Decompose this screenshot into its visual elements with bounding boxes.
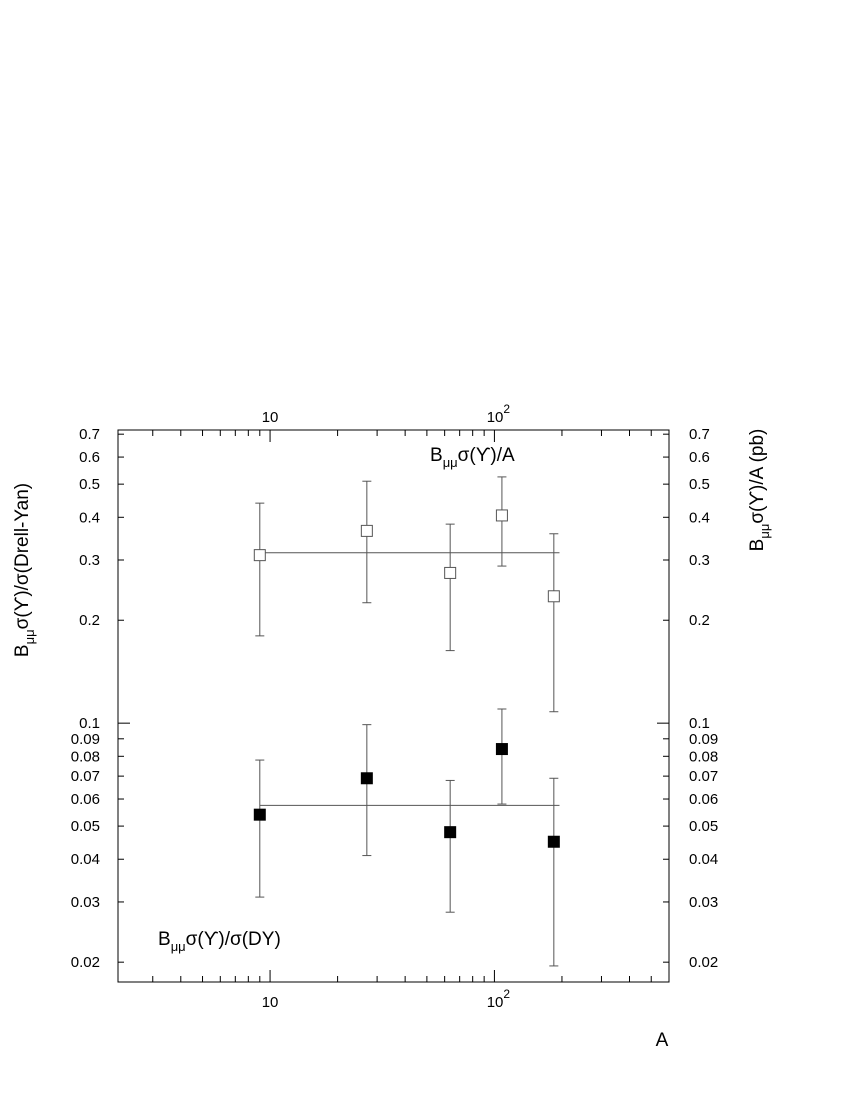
y-tick-label-right: 0.2 (689, 612, 710, 629)
series-label-lower: Bμμσ(ϒ)/σ(DY) (158, 929, 281, 954)
svg-text:Bμμσ(ϒ)/σ(Drell-Yan): Bμμσ(ϒ)/σ(Drell-Yan) (12, 483, 37, 657)
data-point (444, 826, 457, 839)
data-point (547, 835, 560, 848)
svg-text:Bμμσ(ϒ)/A (pb): Bμμσ(ϒ)/A (pb) (747, 429, 772, 552)
right-axis-title: Bμμσ(ϒ)/A (pb) (747, 429, 772, 552)
left-axis-title: Bμμσ(ϒ)/σ(Drell-Yan) (12, 483, 37, 657)
y-tick-label-right: 0.09 (689, 731, 718, 748)
data-point (495, 743, 508, 756)
y-tick-label-right: 0.07 (689, 768, 718, 785)
series-0 (253, 476, 560, 713)
y-tick-label-left: 0.6 (79, 449, 100, 466)
y-tick-label-right: 0.4 (689, 509, 710, 526)
x-tick-label-top: 10 (262, 409, 279, 426)
y-tick-label-right: 0.6 (689, 449, 710, 466)
y-tick-label-left: 0.03 (71, 894, 100, 911)
plot-frame (117, 429, 670, 983)
y-tick-label-left: 0.2 (79, 612, 100, 629)
data-point (360, 772, 373, 785)
data-point (360, 524, 373, 537)
y-tick-label-left: 0.02 (71, 954, 100, 971)
y-tick-label-left: 0.5 (79, 476, 100, 493)
y-tick-label-left: 0.08 (71, 748, 100, 765)
y-tick-label-right: 0.03 (689, 894, 718, 911)
x-tick-label-bottom: 10 (262, 994, 279, 1011)
y-tick-label-left: 0.3 (79, 552, 100, 569)
y-tick-label-right: 0.5 (689, 476, 710, 493)
series-layer (253, 476, 560, 967)
data-point (444, 566, 457, 579)
data-point (253, 808, 266, 821)
y-tick-label-right: 0.04 (689, 851, 718, 868)
y-tick-label-left: 0.04 (71, 851, 100, 868)
axis-ticks: 10 10 102 102 0.02 0.02 0.03 0.03 0.04 0.04 0.05 0.… (71, 402, 718, 1011)
series-1 (253, 708, 560, 967)
y-tick-label-right: 0.02 (689, 954, 718, 971)
x-axis-title: A (656, 1030, 669, 1051)
y-tick-label-right: 0.7 (689, 426, 710, 443)
y-tick-label-left: 0.05 (71, 818, 100, 835)
y-tick-label-left: 0.7 (79, 426, 100, 443)
y-tick-label-right: 0.3 (689, 552, 710, 569)
y-tick-label-left: 0.4 (79, 509, 100, 526)
y-tick-label-left: 0.09 (71, 731, 100, 748)
y-tick-label-left: 0.1 (79, 715, 100, 732)
y-tick-label-right: 0.1 (689, 715, 710, 732)
y-tick-label-right: 0.05 (689, 818, 718, 835)
y-tick-label-left: 0.07 (71, 768, 100, 785)
y-tick-label-left: 0.06 (71, 791, 100, 808)
data-point (253, 549, 266, 562)
y-tick-label-right: 0.06 (689, 791, 718, 808)
data-point (495, 509, 508, 522)
x-tick-label-bottom: 102 (487, 987, 511, 1011)
x-tick-label-top: 102 (487, 402, 511, 426)
series-label-upper: Bμμσ(ϒ)/A (430, 445, 515, 470)
data-point (547, 590, 560, 603)
y-tick-label-right: 0.08 (689, 748, 718, 765)
